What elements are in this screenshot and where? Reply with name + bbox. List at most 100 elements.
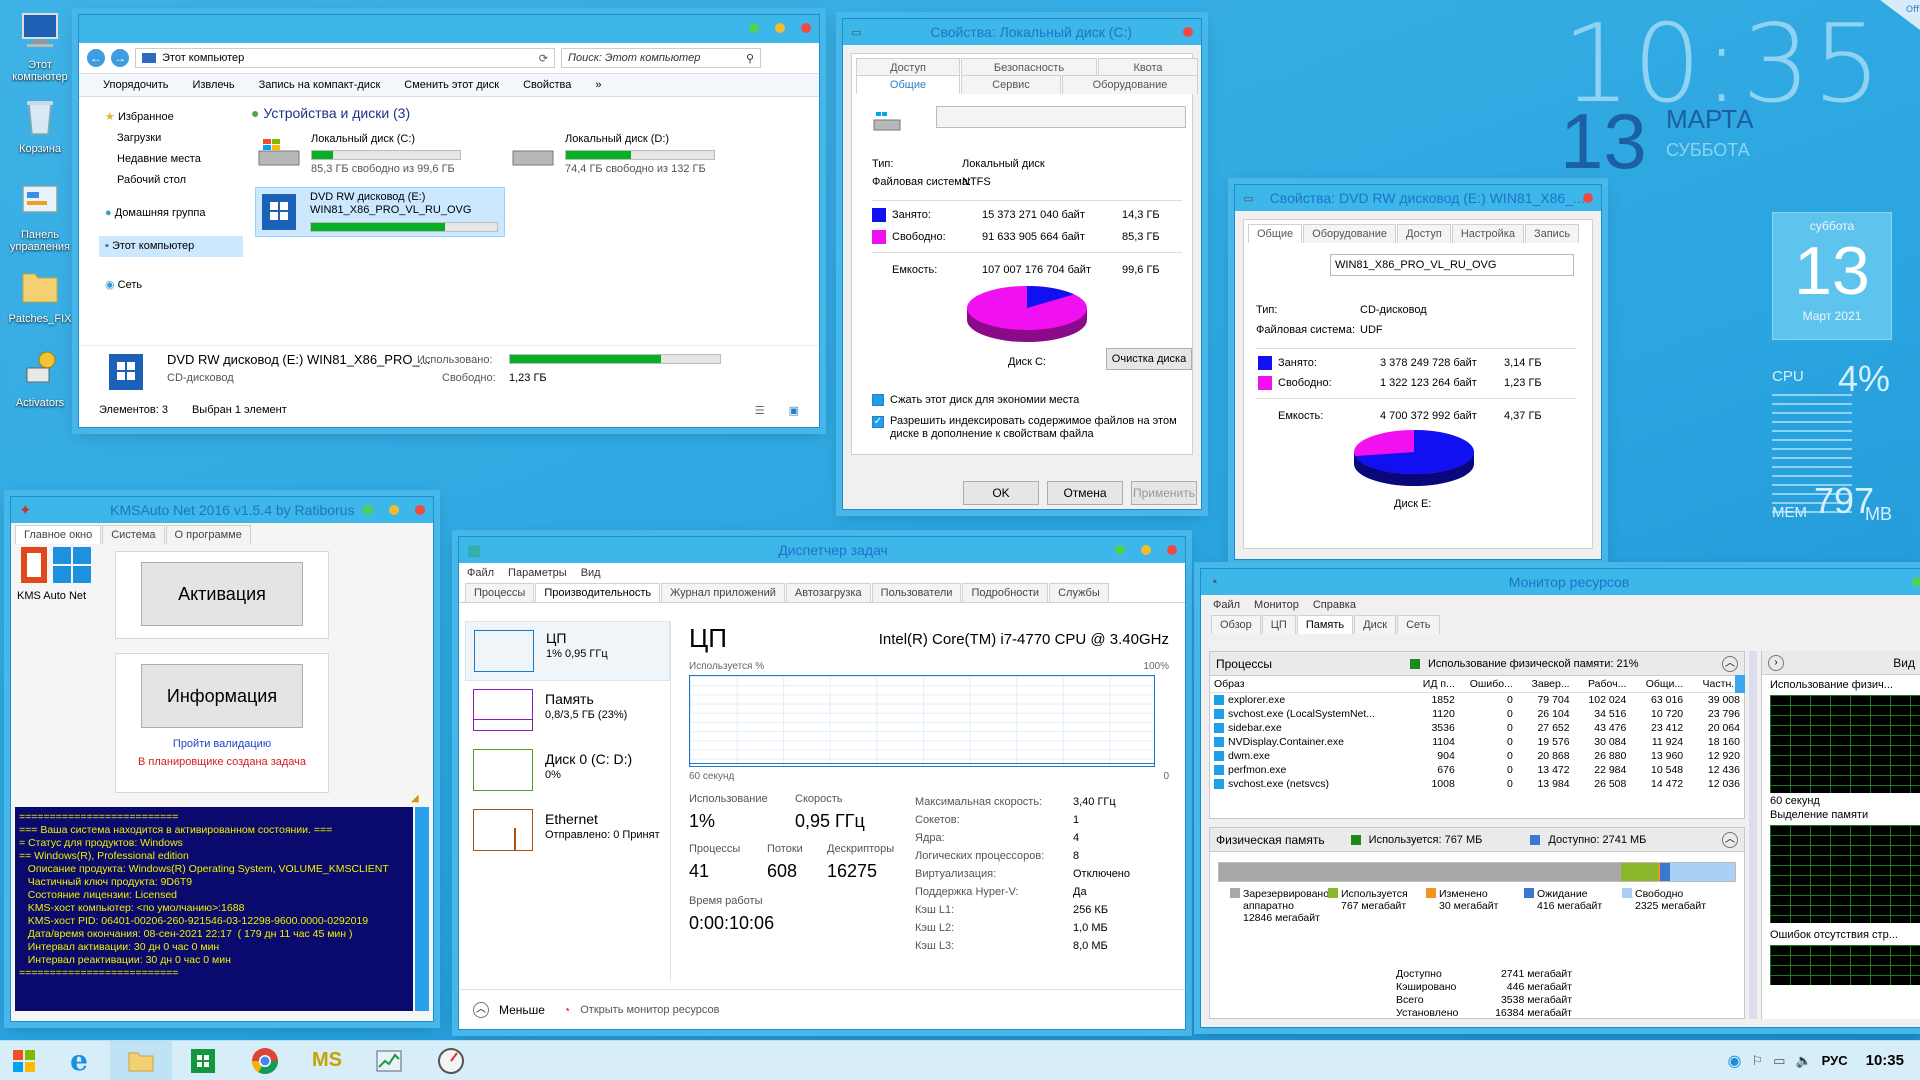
taskmgr-titlebar[interactable]: ▦ Диспетчер задач	[459, 537, 1185, 563]
taskbar-kms[interactable]: MS	[296, 1041, 358, 1080]
tab-memory[interactable]: Память	[1296, 615, 1354, 634]
more-button[interactable]: »	[595, 79, 602, 91]
table-row[interactable]: explorer.exe 1852 0 79 704 102 024 63 016 39 0…	[1210, 693, 1744, 708]
desktop-icon-recycle-bin[interactable]: Корзина	[0, 92, 80, 155]
nav-homegroup[interactable]: ● Домашняя группа	[105, 207, 206, 219]
collapse-icon[interactable]: ︿	[1722, 655, 1738, 672]
index-checkbox[interactable]: ✓	[872, 416, 884, 428]
perf-side-cpu[interactable]: ЦП 1% 0,95 ГГц	[465, 621, 670, 681]
tray-display-icon[interactable]: ▭	[1773, 1052, 1786, 1068]
menu-monitor[interactable]: Монитор	[1254, 599, 1299, 611]
row-checkbox[interactable]	[1214, 723, 1224, 734]
properties-button[interactable]: Свойства	[523, 79, 572, 91]
row-checkbox[interactable]	[1214, 751, 1224, 762]
minimize-button[interactable]	[775, 23, 785, 33]
perf-side-disk[interactable]: Диск 0 (C: D:) 0%	[465, 741, 670, 801]
column-header[interactable]: Ошибо...	[1458, 676, 1517, 693]
tab-general[interactable]: Общие	[856, 75, 960, 94]
tab-services[interactable]: Службы	[1049, 583, 1109, 602]
drive-c[interactable]: Локальный диск (C:) 85,3 ГБ свободно из …	[257, 133, 461, 177]
tab-startup[interactable]: Автозагрузка	[785, 583, 871, 602]
log-scrollbar[interactable]	[415, 807, 429, 1011]
resmon-titlebar[interactable]: ◔ Монитор ресурсов	[1201, 569, 1920, 595]
tab-customize[interactable]: Настройка	[1451, 224, 1524, 243]
taskmgr-window[interactable]: ▦ Диспетчер задач Файл Параметры Вид Про…	[458, 536, 1186, 1030]
tab-overview[interactable]: Обзор	[1211, 615, 1261, 634]
explorer-window[interactable]: ← → Этот компьютер ⟳ Поиск: Этот компьют…	[78, 14, 820, 428]
tab-recording[interactable]: Запись	[1524, 224, 1580, 243]
change-disk-button[interactable]: Сменить этот диск	[404, 79, 500, 91]
fewer-details-link[interactable]: Меньше	[499, 1002, 545, 1017]
dvd-label-input[interactable]: WIN81_X86_PRO_VL_RU_OVG	[1330, 254, 1574, 276]
taskbar-ie[interactable]: e	[48, 1041, 110, 1080]
tab-security[interactable]: Безопасность	[961, 58, 1097, 77]
column-header[interactable]: Общи...	[1630, 676, 1688, 693]
close-button[interactable]	[1167, 545, 1177, 555]
start-button[interactable]	[0, 1041, 48, 1080]
nav-downloads[interactable]: Загрузки	[117, 132, 162, 144]
apply-button[interactable]: Применить	[1131, 481, 1197, 505]
collapse-icon[interactable]: ︿	[1722, 831, 1738, 848]
burn-button[interactable]: Запись на компакт-диск	[258, 79, 381, 91]
tab-sharing[interactable]: Доступ	[1397, 224, 1451, 243]
tab-about[interactable]: О программе	[165, 525, 251, 544]
column-header[interactable]: Образ	[1210, 676, 1403, 693]
taskbar-explorer[interactable]	[110, 1040, 172, 1080]
calendar-gadget[interactable]: суббота 13 Март 2021	[1772, 212, 1892, 340]
collapse-icon[interactable]: ︿	[473, 1001, 489, 1018]
tab-general[interactable]: Общие	[1248, 224, 1303, 243]
properties-c-window[interactable]: ▭ Свойства: Локальный диск (C:) Доступ Б…	[842, 18, 1202, 510]
close-button[interactable]	[1183, 27, 1193, 37]
validate-link[interactable]: Пройти валидацию	[172, 738, 272, 750]
ok-button[interactable]: OK	[963, 481, 1039, 505]
disk-cleanup-button[interactable]: Очистка диска	[1106, 348, 1192, 370]
tiles-view-icon[interactable]: ▣	[788, 404, 799, 417]
organize-button[interactable]: Упорядочить	[103, 79, 169, 91]
properties-c-titlebar[interactable]: ▭ Свойства: Локальный диск (C:)	[843, 19, 1201, 45]
desktop-icon-activators[interactable]: Activators	[0, 346, 80, 409]
desktop-icon-patches[interactable]: Patches_FIX	[0, 262, 80, 325]
close-button[interactable]	[1583, 193, 1593, 203]
maximize-button[interactable]	[749, 23, 759, 33]
kmsauto-window[interactable]: ✦ KMSAuto Net 2016 v1.5.4 by Ratiborus Г…	[10, 496, 434, 1022]
minimize-button[interactable]	[389, 505, 399, 515]
minimize-button[interactable]	[1141, 545, 1151, 555]
taskbar-chrome[interactable]	[234, 1041, 296, 1080]
column-header[interactable]: Частн...	[1687, 676, 1744, 693]
table-row[interactable]: NVDisplay.Container.exe 1104 0 19 576 30 084…	[1210, 735, 1744, 749]
properties-e-titlebar[interactable]: ▭ Свойства: DVD RW дисковод (E:) WIN81_X…	[1235, 185, 1601, 211]
drive-d[interactable]: Локальный диск (D:) 74,4 ГБ свободно из …	[511, 133, 721, 177]
eject-button[interactable]: Извлечь	[192, 79, 235, 91]
row-checkbox[interactable]	[1214, 779, 1224, 790]
column-header[interactable]: Завер...	[1516, 676, 1574, 693]
row-checkbox[interactable]	[1214, 765, 1224, 776]
resmon-window[interactable]: ◔ Монитор ресурсов Файл Монитор Справка …	[1200, 568, 1920, 1028]
table-row[interactable]: dwm.exe 904 0 20 868 26 880 13 960 12 920	[1210, 749, 1744, 763]
compress-checkbox[interactable]	[872, 394, 884, 406]
nav-network[interactable]: ◉ Сеть	[105, 279, 143, 291]
tray-network-icon[interactable]: ◉	[1727, 1052, 1742, 1070]
taskbar-taskmgr[interactable]	[358, 1041, 420, 1080]
tab-system[interactable]: Система	[102, 525, 165, 544]
tab-network[interactable]: Сеть	[1397, 615, 1440, 634]
menu-options[interactable]: Параметры	[508, 567, 567, 579]
tab-main[interactable]: Главное окно	[15, 525, 102, 544]
tab-users[interactable]: Пользователи	[871, 583, 962, 602]
perf-side-memory[interactable]: Память 0,8/3,5 ГБ (23%)	[465, 681, 670, 741]
search-input[interactable]: Поиск: Этот компьютер ⚲	[561, 48, 761, 68]
details-view-icon[interactable]: ☰	[754, 404, 765, 417]
row-checkbox[interactable]	[1214, 695, 1224, 706]
close-button[interactable]	[415, 505, 425, 515]
tab-performance[interactable]: Производительность	[535, 583, 661, 602]
column-header[interactable]: ИД п...	[1402, 676, 1459, 693]
corner-gadget-icon[interactable]: Off	[1880, 0, 1920, 30]
taskbar-resmon[interactable]	[420, 1041, 482, 1080]
forward-arrow-icon[interactable]: →	[111, 49, 129, 67]
table-row[interactable]: svchost.exe (netsvcs) 1008 0 13 984 26 508 14…	[1210, 777, 1744, 791]
view-menu[interactable]: Вид	[1893, 655, 1915, 670]
tab-disk[interactable]: Диск	[1354, 615, 1397, 634]
table-row[interactable]: svchost.exe (LocalSystemNet... 1120 0 26 10…	[1210, 707, 1744, 721]
nav-recent[interactable]: Недавние места	[117, 153, 201, 165]
drive-e[interactable]: DVD RW дисковод (E:) WIN81_X86_PRO_VL_RU…	[255, 187, 505, 237]
tray-volume-icon[interactable]: 🔈	[1795, 1052, 1812, 1068]
